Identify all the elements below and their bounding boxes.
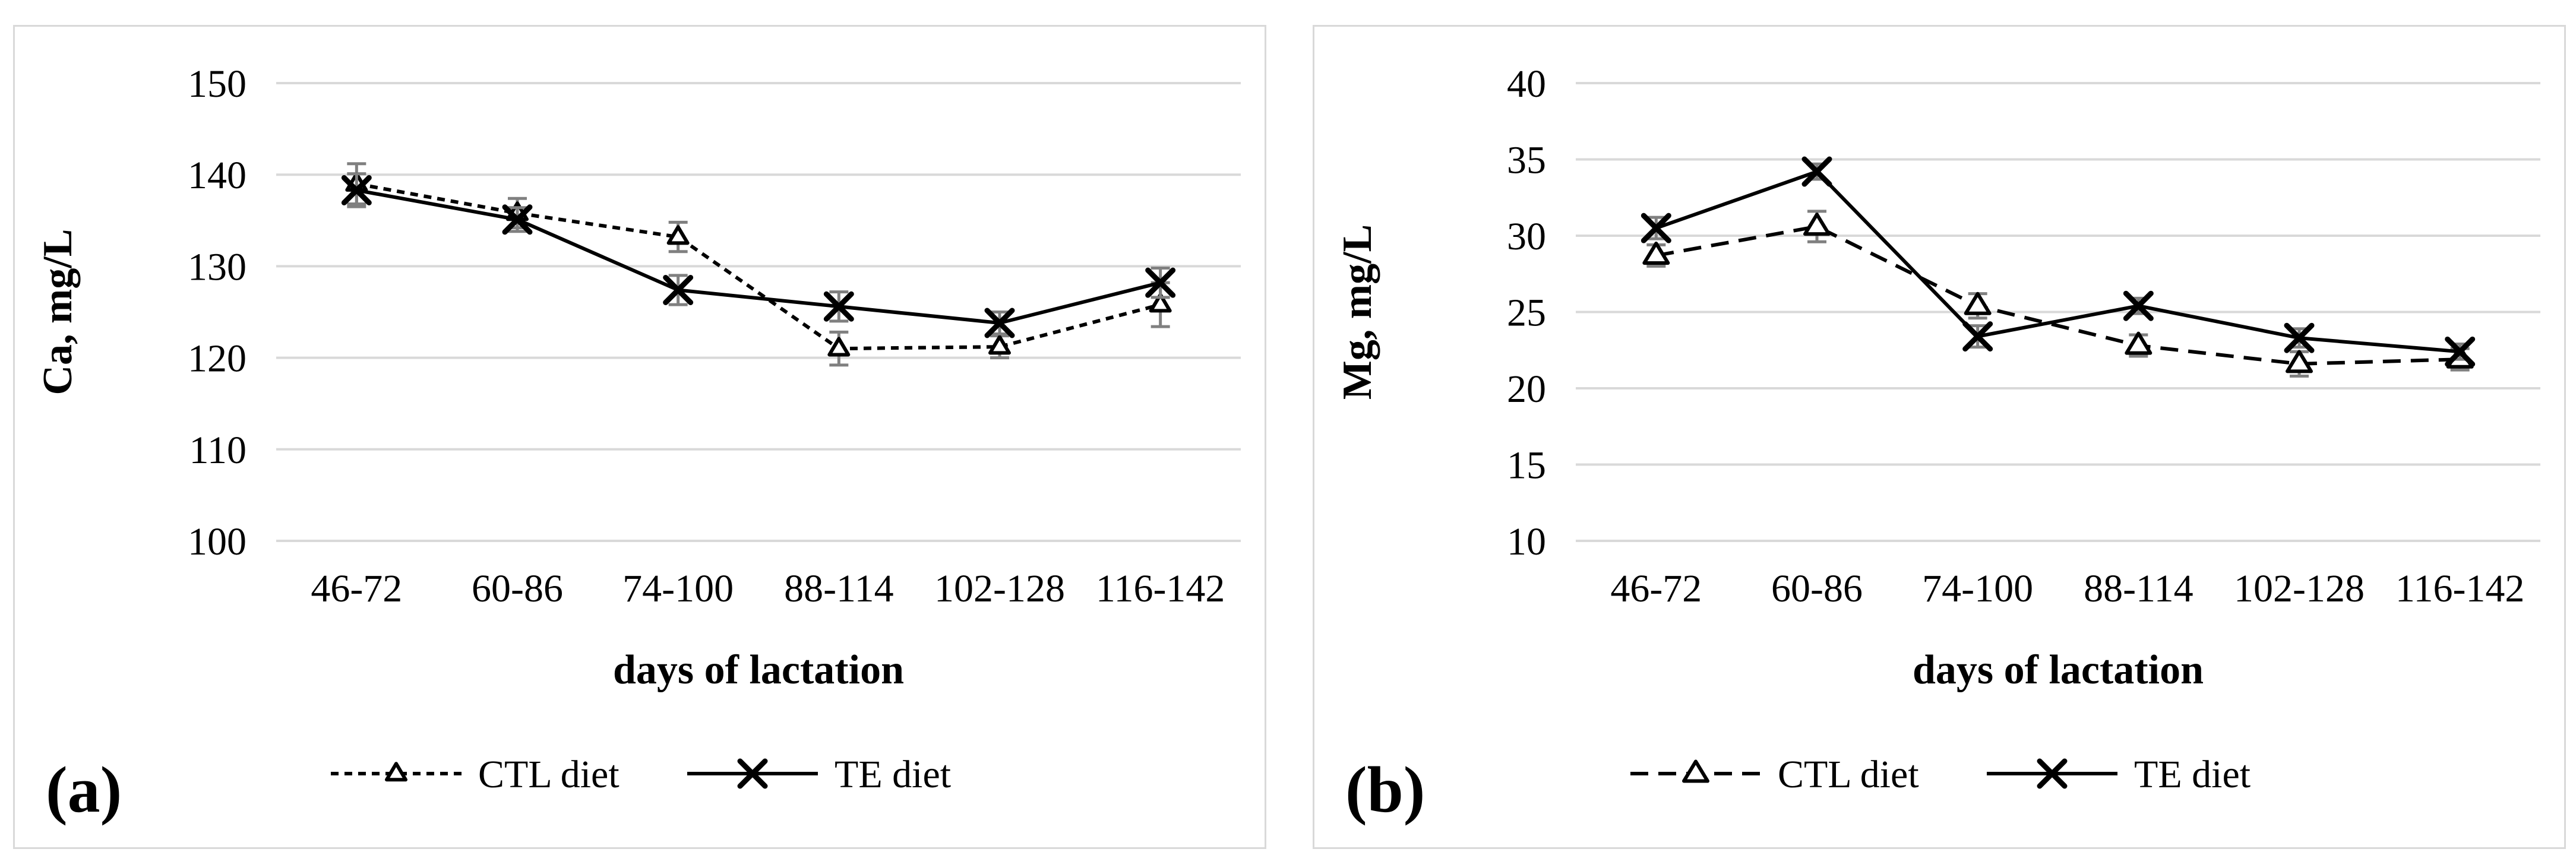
x-tick-label: 60-86	[1771, 567, 1863, 610]
legend-label: TE diet	[2134, 753, 2251, 796]
mg-line-chart: 40 35 30 25 20 15 10 46-72 60-86 74-100 88-114 102-…	[1335, 62, 2540, 796]
y-axis-title: Mg, mg/L	[1335, 224, 1380, 400]
x-marker	[1801, 156, 1832, 187]
x-marker	[2123, 290, 2154, 321]
legend-label: CTL diet	[1778, 753, 1919, 796]
legend-triangle-marker	[1682, 759, 1709, 783]
x-tick-label: 60-86	[472, 567, 563, 610]
x-tick-label: 46-72	[311, 567, 402, 610]
x-marker	[502, 204, 533, 235]
ca-line-chart: 150 140 130 120 110 100 46-72 60-86 74-100 88-114…	[35, 62, 1241, 796]
x-marker	[823, 291, 854, 322]
x-marker	[2284, 322, 2315, 353]
series-te-diet	[1641, 156, 2476, 367]
series-ctl-diet	[345, 162, 1172, 367]
triangle-marker	[666, 225, 690, 245]
y-tick-label: 140	[188, 154, 246, 197]
y-tick-label: 130	[188, 245, 246, 289]
legend: CTL diet TE diet	[331, 753, 951, 796]
triangle-marker	[988, 335, 1011, 355]
series-te-diet	[341, 172, 1176, 338]
x-marker	[341, 175, 372, 205]
x-tick-label: 74-100	[1922, 567, 2033, 610]
triangle-marker	[1149, 293, 1172, 313]
legend-x-marker	[737, 758, 768, 789]
y-tick-label: 30	[1507, 215, 1546, 258]
panel-b-label: (b)	[1345, 753, 1426, 826]
triangle-marker	[1964, 292, 1992, 315]
y-axis-title: Ca, mg/L	[35, 229, 81, 395]
x-tick-label: 116-142	[1096, 567, 1225, 610]
x-marker	[984, 308, 1015, 338]
dashed-line	[1655, 224, 2460, 366]
x-tick-label: 102-128	[934, 567, 1065, 610]
y-tick-label: 25	[1507, 292, 1546, 335]
x-tick-label: 74-100	[622, 567, 734, 610]
solid-line	[356, 188, 1161, 325]
x-tick-label: 88-114	[784, 567, 894, 610]
panel-b: 40 35 30 25 20 15 10 46-72 60-86 74-100 88-114 102-…	[1313, 25, 2566, 849]
x-axis-title: days of lactation	[1913, 647, 2204, 693]
dashed-line	[356, 182, 1161, 351]
x-tick-label: 88-114	[2084, 567, 2193, 610]
legend: CTL diet TE diet	[1630, 753, 2251, 796]
triangle-marker	[2125, 331, 2153, 355]
legend-item-te-diet: TE diet	[1987, 753, 2251, 796]
y-tick-label: 150	[188, 62, 246, 106]
legend-item-ctl-diet: CTL diet	[331, 753, 619, 796]
legend-item-ctl-diet: CTL diet	[1630, 753, 1919, 796]
legend-item-te-diet: TE diet	[687, 753, 951, 796]
y-tick-label: 110	[189, 429, 246, 472]
legend-x-marker	[2037, 758, 2068, 789]
y-tick-label: 35	[1507, 139, 1546, 182]
x-marker	[1641, 213, 1671, 243]
triangle-marker	[1642, 241, 1670, 265]
x-marker	[1145, 267, 1176, 298]
x-marker	[2445, 336, 2476, 367]
triangle-marker	[2286, 350, 2313, 373]
x-marker	[663, 274, 694, 305]
triangle-marker	[827, 337, 851, 357]
panel-a-label: (a)	[46, 753, 122, 826]
y-tick-label: 100	[188, 520, 246, 563]
y-tick-label: 40	[1507, 62, 1546, 106]
y-tick-label: 120	[188, 337, 246, 381]
x-tick-label: 46-72	[1610, 567, 1702, 610]
panel-a: 150 140 130 120 110 100 46-72 60-86 74-100 88-114…	[13, 25, 1266, 849]
y-tick-label: 15	[1507, 444, 1546, 487]
triangle-marker	[1803, 213, 1831, 236]
legend-label: CTL diet	[478, 753, 619, 796]
x-axis-title: days of lactation	[613, 647, 904, 693]
legend-label: TE diet	[835, 753, 951, 796]
legend-triangle-marker	[385, 762, 407, 782]
solid-line	[1655, 169, 2460, 354]
x-tick-label: 102-128	[2234, 567, 2365, 610]
y-tick-label: 10	[1507, 520, 1546, 563]
x-marker	[1962, 321, 1993, 352]
y-tick-label: 20	[1507, 368, 1546, 411]
x-tick-label: 116-142	[2395, 567, 2525, 610]
